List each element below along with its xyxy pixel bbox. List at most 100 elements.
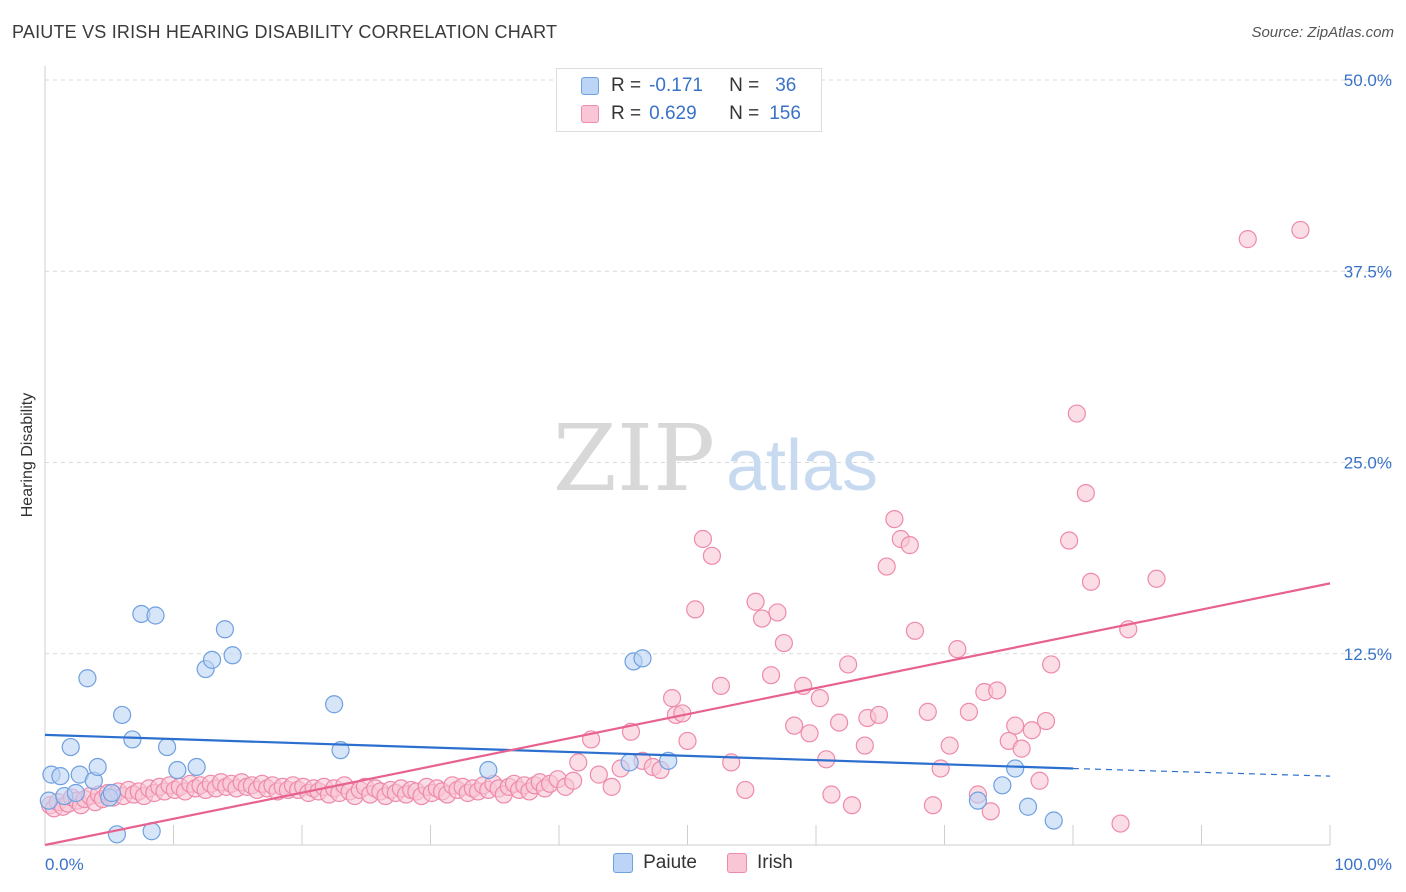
irish-point — [981, 802, 1000, 821]
paiute-point — [659, 751, 678, 770]
paiute-point — [223, 646, 242, 665]
legend-r-value: 0.629 — [649, 103, 697, 124]
irish-point — [602, 777, 621, 796]
paiute-point — [112, 705, 132, 725]
irish-point — [1067, 404, 1086, 423]
irish-point — [869, 705, 889, 725]
paiute-point — [51, 767, 70, 786]
paiute-point — [88, 757, 107, 777]
y-tick-label: 50.0% — [1344, 71, 1392, 90]
irish-point — [711, 676, 731, 695]
irish-point — [905, 621, 925, 640]
trend-lines — [44, 582, 1331, 847]
y-tick-label: 12.5% — [1344, 645, 1392, 664]
irish-point — [693, 529, 713, 549]
irish-point — [1036, 711, 1056, 731]
irish-point — [1147, 569, 1166, 588]
irish-point — [885, 510, 904, 529]
legend-label-paiute: Paiute — [643, 852, 697, 873]
chart-title: PAIUTE VS IRISH HEARING DISABILITY CORRE… — [12, 22, 558, 42]
paiute-point — [187, 757, 206, 777]
legend-swatch-paiute — [581, 77, 599, 95]
irish-point — [1076, 484, 1095, 503]
irish-point — [800, 724, 819, 743]
irish-point — [564, 771, 583, 790]
paiute-point — [78, 669, 97, 688]
watermark: ZIP atlas — [553, 405, 878, 512]
irish-point — [1006, 716, 1025, 735]
irish-point — [746, 592, 765, 611]
paiute-point — [61, 737, 80, 757]
paiute-point — [993, 776, 1012, 795]
irish-point — [1081, 572, 1101, 591]
paiute-point — [620, 753, 639, 772]
irish-point — [662, 689, 682, 708]
legend-item-paiute[interactable]: Paiute — [613, 852, 697, 874]
irish-point — [569, 753, 588, 772]
gridlines — [45, 79, 1392, 655]
legend-n-value: 156 — [769, 103, 801, 124]
irish-point — [785, 716, 804, 735]
legend-item-irish[interactable]: Irish — [726, 852, 793, 874]
legend-swatch-paiute — [613, 853, 634, 873]
legend-row-irish: R = 0.629 N = 156 — [581, 102, 801, 126]
series-legend: Paiute Irish — [0, 852, 1406, 874]
paiute-point — [325, 695, 344, 714]
paiute-point — [39, 791, 58, 810]
irish-point — [923, 796, 943, 815]
watermark-zip: ZIP — [553, 405, 715, 512]
irish-point — [589, 765, 608, 784]
paiute-point — [146, 606, 165, 625]
irish-point — [1111, 814, 1130, 833]
paiute-point — [968, 791, 988, 810]
y-tick-label: 37.5% — [1344, 262, 1392, 281]
axes — [44, 66, 1331, 846]
paiute-point — [157, 737, 177, 757]
irish-point — [988, 681, 1007, 700]
legend-label-irish: Irish — [756, 852, 793, 873]
legend-row-paiute: R = -0.171 N = 36 — [581, 74, 796, 98]
tick-labels: 12.5% 25.0% 37.5% 50.0% 0.0% 100.0% — [45, 71, 1392, 874]
paiute-point — [331, 741, 350, 760]
irish-point — [877, 557, 896, 576]
legend-r-label: R = — [611, 75, 642, 96]
irish-point — [959, 702, 979, 721]
source-label: Source: ZipAtlas.com — [1251, 24, 1394, 41]
legend-n-label: N = — [729, 75, 760, 96]
legend-swatch-irish — [581, 105, 599, 123]
irish-point — [810, 689, 829, 708]
irish-point — [768, 603, 787, 622]
irish-point — [948, 640, 967, 659]
irish-point — [1022, 721, 1041, 740]
irish-point — [761, 666, 781, 685]
paiute-point — [215, 620, 234, 639]
irish-point — [842, 796, 862, 815]
irish-point — [830, 713, 849, 732]
irish-point — [839, 655, 858, 674]
watermark-atlas: atlas — [726, 426, 878, 506]
irish-point — [1238, 230, 1257, 249]
legend-r-label: R = — [611, 103, 642, 124]
paiute-point — [633, 649, 652, 668]
irish-point — [1060, 531, 1079, 550]
irish-point — [678, 731, 697, 751]
legend-swatch-irish — [726, 853, 747, 873]
irish-point — [774, 633, 793, 653]
irish-trend-line — [44, 582, 1331, 847]
paiute-point — [1044, 811, 1063, 830]
legend-n-value: 36 — [775, 75, 797, 96]
paiute-point — [202, 650, 222, 669]
irish-point — [1030, 771, 1049, 790]
paiute-point — [102, 783, 121, 803]
paiute-point — [1018, 797, 1038, 816]
paiute-point — [123, 730, 142, 749]
x-tick-label: 100.0% — [1334, 855, 1392, 874]
irish-point — [822, 785, 841, 804]
paiute-trend-line — [44, 733, 1074, 770]
irish-point — [900, 536, 919, 555]
irish-point — [918, 702, 937, 721]
correlation-legend: R = -0.171 N = 36 R = 0.629 N = 156 — [556, 68, 822, 132]
series-paiute-points — [39, 604, 1063, 844]
irish-point — [855, 736, 874, 755]
